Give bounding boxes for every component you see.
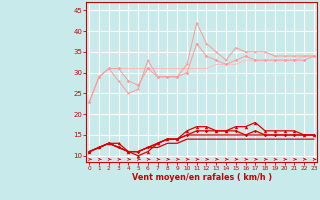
X-axis label: Vent moyen/en rafales ( km/h ): Vent moyen/en rafales ( km/h ): [132, 173, 272, 182]
